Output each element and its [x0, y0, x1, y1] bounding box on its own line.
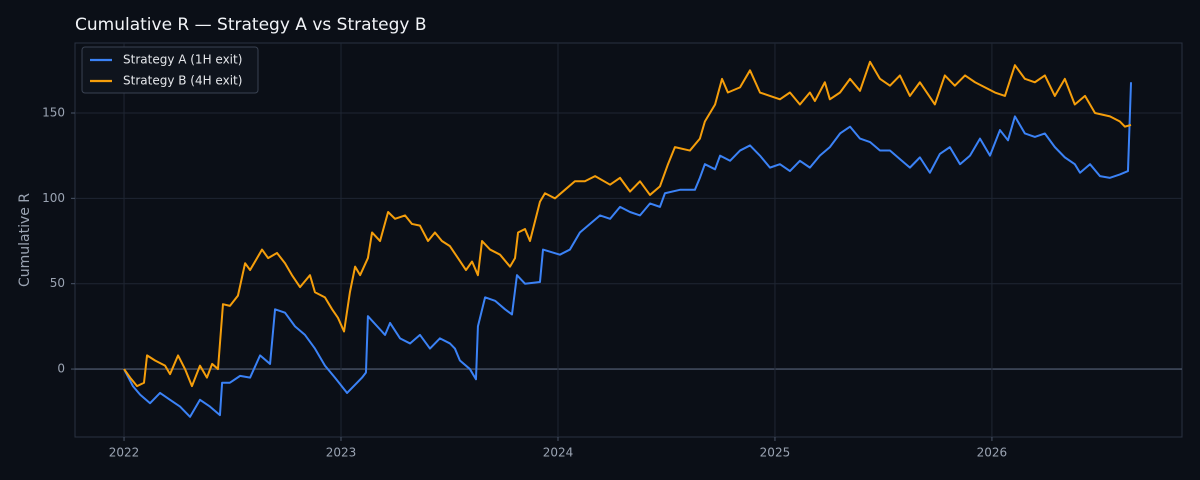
lines	[123, 60, 1133, 418]
series-line	[123, 60, 1132, 388]
x-tick-label: 2025	[760, 446, 791, 460]
legend-box	[81, 46, 259, 94]
chart-title: Cumulative R — Strategy A vs Strategy B	[75, 15, 427, 35]
y-tick-label: 150	[42, 105, 65, 119]
plot-area	[74, 42, 1183, 438]
y-axis-label: Cumulative R	[17, 193, 33, 287]
x-tick-label: 2023	[326, 446, 357, 460]
y-tick-label: 0	[57, 362, 65, 376]
legend: Strategy A (1H exit) Strategy B (4H exit)	[81, 46, 259, 94]
x-tick-label: 2026	[977, 446, 1008, 460]
x-tick-label: 2024	[543, 446, 574, 460]
x-tick-label: 2022	[109, 446, 140, 460]
legend-label: Strategy A (1H exit)	[123, 53, 242, 67]
y-tick-label: 50	[50, 276, 65, 290]
y-tick-label: 100	[42, 191, 65, 205]
series-line	[123, 82, 1133, 418]
legend-label: Strategy B (4H exit)	[123, 74, 242, 88]
grid: 0 50 100 150 2022 2023 2024 2025 2026	[42, 43, 1182, 460]
